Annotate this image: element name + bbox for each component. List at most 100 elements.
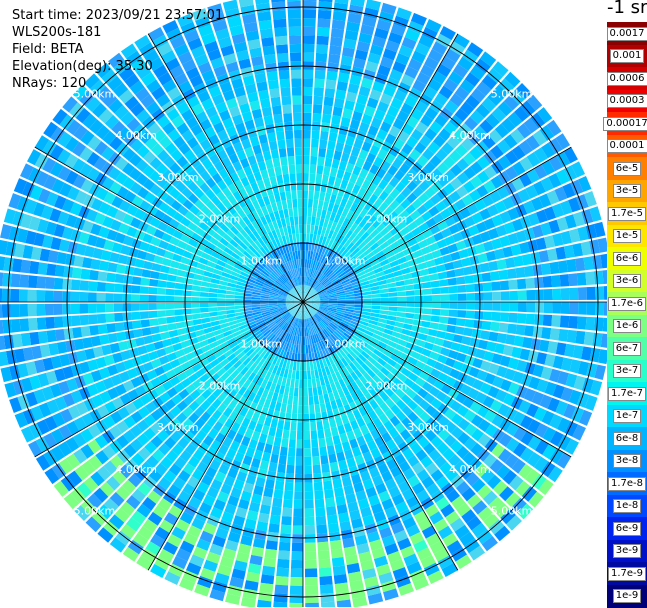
ray-bin — [259, 583, 273, 593]
ray-bin — [507, 324, 517, 335]
ray-bin — [310, 413, 316, 422]
ray-bin — [461, 336, 471, 345]
ray-bin — [234, 295, 243, 299]
ray-bin — [312, 456, 320, 465]
ray-bin — [380, 310, 389, 315]
ray-bin — [380, 306, 389, 310]
ray-bin — [201, 317, 210, 323]
ray-bin — [80, 280, 89, 290]
ray-bin — [492, 302, 501, 311]
ray-bin — [318, 148, 326, 157]
ray-bin — [294, 500, 303, 509]
ray-bin — [420, 327, 430, 334]
ray-bin — [446, 325, 456, 333]
ray-bin — [280, 157, 287, 166]
ray-bin — [289, 27, 301, 36]
ray-bin — [290, 379, 295, 388]
ray-bin — [422, 282, 431, 289]
ray-bin — [438, 324, 448, 332]
ray-bin — [305, 508, 315, 517]
ray-bin — [279, 70, 290, 79]
ray-bin — [140, 295, 149, 302]
ray-bin — [293, 208, 298, 217]
ray-bin — [304, 457, 311, 466]
ray-bin — [312, 130, 320, 139]
ray-bin — [272, 498, 282, 508]
ray-bin — [307, 216, 311, 225]
ray-bin — [454, 268, 464, 277]
ray-bin — [305, 551, 317, 560]
ray-bin — [260, 504, 271, 514]
ray-bin — [279, 455, 287, 464]
ray-bin — [560, 316, 569, 328]
ray-bin — [280, 192, 286, 201]
ray-bin — [298, 345, 301, 354]
ray-bin — [330, 540, 342, 550]
ray-bin — [141, 319, 150, 327]
ray-bin — [293, 508, 303, 517]
ray-bin — [308, 190, 313, 199]
ray-bin — [38, 262, 48, 275]
ray-bin — [19, 274, 29, 287]
ray-bin — [431, 288, 440, 295]
ray-bin — [551, 275, 561, 287]
ray-bin — [280, 447, 288, 456]
ray-bin — [387, 315, 396, 321]
ray-bin — [423, 302, 432, 308]
ray-bin — [259, 20, 273, 30]
colorbar-cell: 3e-8 — [607, 450, 647, 473]
ray-bin — [165, 296, 174, 302]
ray-bin — [303, 18, 316, 27]
ray-bin — [122, 294, 131, 302]
ray-bin — [316, 53, 328, 62]
ray-bin — [305, 594, 319, 603]
ray-bin — [279, 542, 291, 551]
ray-bin — [174, 289, 183, 295]
ray-bin — [279, 148, 287, 157]
ray-bin — [29, 261, 39, 274]
ray-bin — [318, 200, 324, 209]
ray-bin — [193, 280, 202, 286]
ray-bin — [337, 504, 348, 514]
ray-bin — [463, 266, 473, 275]
ray-bin — [270, 454, 279, 464]
ray-bin — [439, 279, 448, 286]
ray-bin — [174, 296, 183, 302]
ray-bin — [518, 302, 527, 312]
ray-bin — [261, 37, 274, 47]
ray-bin — [305, 534, 316, 543]
ray-bin — [594, 271, 604, 285]
ray-bin — [260, 28, 273, 38]
ray-bin — [482, 321, 492, 330]
ray-bin — [316, 516, 327, 525]
ray-bin — [272, 10, 286, 20]
ray-bin — [316, 412, 322, 421]
ray-bin — [54, 278, 63, 290]
ray-bin — [300, 371, 303, 380]
ray-bin — [326, 184, 333, 194]
ray-bin — [305, 586, 318, 595]
ray-bin — [524, 266, 534, 277]
ray-bin — [316, 165, 323, 174]
colorbar-cell: 6e-6 — [607, 247, 647, 270]
ray-bin — [183, 297, 192, 302]
ray-bin — [594, 317, 604, 331]
ray-bin — [191, 303, 200, 308]
ray-bin — [114, 293, 123, 302]
ray-bin — [226, 290, 235, 294]
ray-bin — [142, 327, 152, 336]
ray-bin — [298, 414, 303, 423]
colorbar-label: 3e-9 — [613, 544, 642, 558]
ray-bin — [55, 265, 65, 277]
ray-bin — [45, 304, 54, 316]
ray-bin — [303, 156, 310, 165]
ray-bin — [509, 313, 518, 323]
colorbar-cell: 6e-7 — [607, 337, 647, 360]
ray-bin — [174, 309, 183, 315]
ray-bin — [258, 90, 269, 100]
ray-bin — [175, 283, 184, 290]
ray-bin — [71, 292, 80, 302]
ray-bin — [191, 291, 200, 296]
ray-bin — [305, 517, 315, 526]
ray-bin — [303, 207, 307, 216]
